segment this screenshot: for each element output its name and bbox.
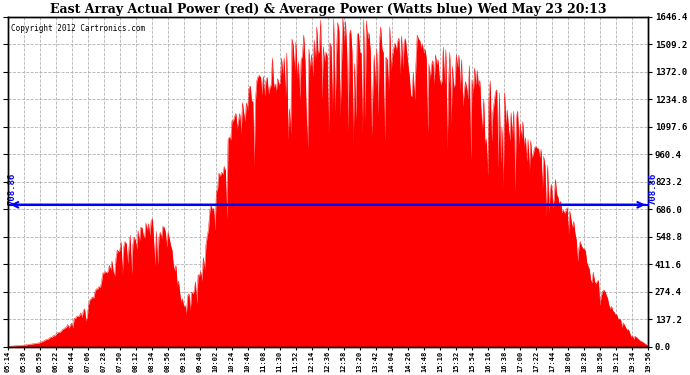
Text: Copyright 2012 Cartronics.com: Copyright 2012 Cartronics.com	[11, 24, 145, 33]
Text: 708.86: 708.86	[648, 172, 657, 205]
Text: 708.86: 708.86	[8, 172, 17, 205]
Title: East Array Actual Power (red) & Average Power (Watts blue) Wed May 23 20:13: East Array Actual Power (red) & Average …	[50, 3, 606, 16]
